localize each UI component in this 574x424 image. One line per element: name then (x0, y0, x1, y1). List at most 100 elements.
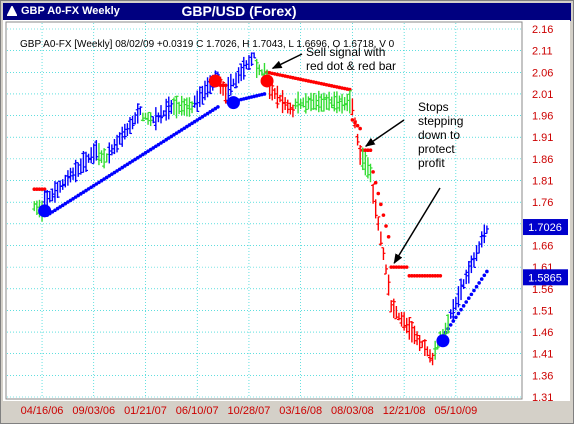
stop-dot (76, 193, 81, 198)
stop-dot (438, 273, 443, 278)
stop-dot (415, 273, 419, 278)
stop-dot (63, 201, 68, 206)
stop-dot (102, 177, 106, 181)
stop-dot (148, 147, 153, 152)
y-tick-label: 1.46 (532, 327, 553, 339)
stop-dot (164, 137, 168, 142)
stop-dot (73, 195, 78, 199)
y-tick-label: 2.01 (532, 89, 553, 101)
stop-dot (430, 273, 435, 278)
stop-dot (464, 300, 469, 304)
stop-dot (472, 288, 476, 293)
x-tick-label: 03/16/08 (279, 405, 322, 417)
annotation-arrow (364, 119, 405, 147)
y-tick-label: 2.16 (532, 24, 553, 36)
y-tick-label: 2.06 (532, 67, 553, 79)
stop-dot (187, 123, 192, 127)
stop-dot (66, 200, 70, 204)
stop-dot (376, 191, 381, 196)
x-axis: 04/16/06 09/03/06 01/21/07 06/10/07 10/28/07… (21, 405, 478, 417)
stop-dot (135, 155, 140, 160)
stop-dot (262, 92, 267, 96)
buy-signal-dot (436, 334, 450, 348)
y-axis: 2.162.112.062.011.961.911.861.811.761.71… (532, 24, 553, 404)
stop-dot (350, 118, 355, 122)
stop-dot (161, 139, 166, 144)
stop-dot (35, 187, 39, 191)
stop-dot (368, 148, 373, 153)
stop-dot (210, 108, 215, 113)
stop-dot (190, 121, 194, 126)
stop-dot (117, 167, 122, 172)
stop-dot (97, 180, 101, 185)
signal-markers (38, 74, 450, 348)
stop-dot (461, 304, 466, 308)
chart-icon (7, 6, 17, 16)
stop-dot (99, 178, 104, 183)
stop-dot (50, 210, 55, 214)
y-tick-label: 1.51 (532, 305, 553, 317)
stop-dot (205, 111, 210, 116)
stop-dot (355, 123, 360, 128)
stop-dot (58, 205, 62, 209)
stop-dot (456, 311, 461, 316)
annotation-arrow (271, 53, 303, 69)
annotation-text: Sell signal with (306, 45, 385, 59)
annotation-arrow (393, 187, 441, 264)
stop-dot (40, 187, 44, 191)
x-tick-label: 08/03/08 (331, 405, 374, 417)
stop-dot (425, 273, 430, 278)
stop-dot (172, 133, 176, 137)
stop-dot (454, 315, 458, 320)
stop-dot (81, 190, 86, 195)
price-tag-box (523, 269, 568, 286)
x-tick-label: 05/10/09 (434, 405, 477, 417)
stop-dot (394, 265, 399, 269)
stop-dot (182, 126, 187, 131)
stop-dot (107, 174, 112, 178)
stop-dot (477, 281, 481, 285)
stop-dot (389, 265, 393, 269)
stop-dot (42, 187, 47, 191)
stop-dot (141, 152, 145, 157)
stop-dot (399, 265, 404, 269)
stop-dot (358, 126, 362, 131)
stop-dot (412, 273, 417, 278)
sell-signal-dot (260, 74, 274, 88)
stop-dot (386, 235, 391, 239)
annotation-text: stepping (418, 114, 463, 128)
stop-dot (91, 183, 96, 188)
stop-dot (32, 187, 37, 191)
stop-dot (485, 269, 489, 274)
y-tick-label: 1.41 (532, 349, 553, 361)
quote-header: GBP A0-FX [Weekly] 08/02/09 +0.0319 C 1.… (20, 39, 395, 50)
stop-dot (216, 105, 220, 109)
price-tag-label: 1.5865 (528, 272, 562, 284)
stop-dot (120, 165, 125, 170)
stop-dot (138, 154, 143, 158)
stop-dot (115, 169, 119, 173)
stop-dot (123, 164, 127, 168)
stop-dot (169, 134, 174, 139)
stop-dot (448, 323, 453, 327)
y-tick-label: 1.96 (532, 111, 553, 123)
stop-dot (397, 265, 401, 269)
stop-dot (459, 307, 463, 312)
stop-dot (417, 273, 422, 278)
annotation-text: protect (418, 142, 455, 156)
stop-dot (177, 129, 181, 134)
stop-dot (112, 170, 117, 175)
stop-dot (420, 273, 425, 278)
buy-signal-dot (226, 96, 240, 110)
stop-dot (203, 113, 207, 117)
stop-dot (68, 198, 73, 203)
x-tick-label: 01/21/07 (124, 405, 167, 417)
annotation-text: profit (418, 156, 445, 170)
stop-dot (213, 106, 218, 111)
title-bar[interactable]: GBP A0-FX Weekly (3, 3, 571, 21)
stop-dot (174, 131, 179, 135)
stop-dot (159, 141, 163, 145)
stop-dot (198, 116, 202, 121)
annotation-text: red dot & red bar (306, 59, 396, 73)
